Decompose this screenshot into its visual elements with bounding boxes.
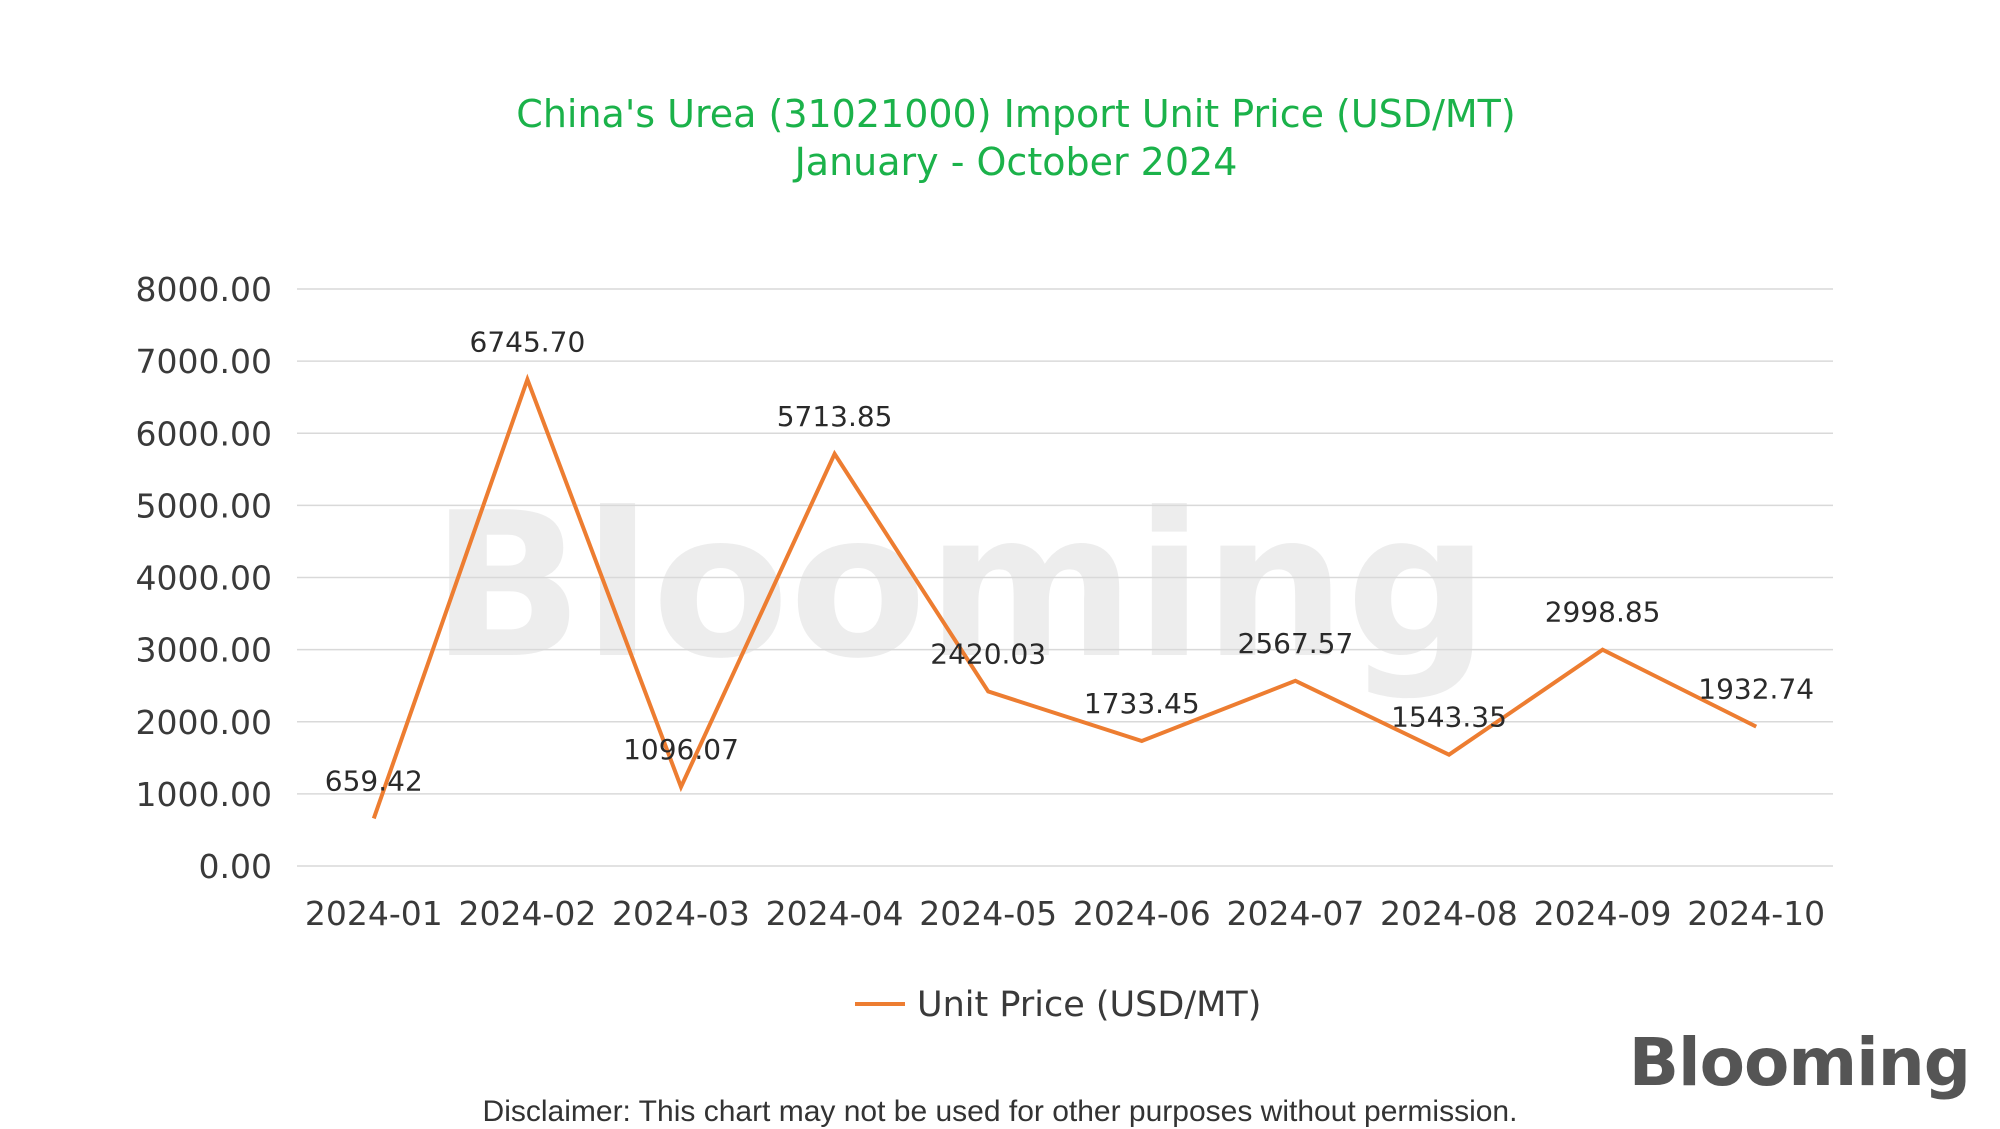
y-tick-label: 5000.00 — [136, 486, 272, 525]
series-line — [371, 373, 1758, 820]
x-tick-label: 2024-09 — [1534, 894, 1672, 933]
x-tick-label: 2024-01 — [305, 894, 443, 933]
x-axis-ticks: 2024-01 2024-02 2024-03 2024-04 2024-05 2024-… — [305, 894, 1825, 933]
data-label: 6745.70 — [470, 325, 586, 358]
chart-title-line2: January - October 2024 — [793, 140, 1238, 184]
data-label: 1096.07 — [623, 733, 739, 766]
x-tick-label: 2024-03 — [612, 894, 750, 933]
x-tick-label: 2024-10 — [1687, 894, 1825, 933]
data-label: 2567.57 — [1238, 627, 1354, 660]
x-tick-label: 2024-02 — [458, 894, 596, 933]
data-label: 659.42 — [325, 764, 423, 797]
data-label: 2998.85 — [1545, 596, 1661, 629]
legend: Unit Price (USD/MT) — [855, 985, 1261, 1025]
data-label: 1733.45 — [1084, 687, 1200, 720]
y-tick-label: 4000.00 — [136, 559, 272, 598]
x-tick-label: 2024-07 — [1226, 894, 1364, 933]
x-tick-label: 2024-08 — [1380, 894, 1518, 933]
y-tick-label: 7000.00 — [136, 342, 272, 381]
data-label: 5713.85 — [777, 400, 893, 433]
x-tick-label: 2024-06 — [1073, 894, 1211, 933]
x-tick-label: 2024-04 — [766, 894, 904, 933]
brand-logo: Blooming — [1628, 1024, 1971, 1101]
y-tick-label: 2000.00 — [136, 703, 272, 742]
legend-label: Unit Price (USD/MT) — [917, 985, 1261, 1025]
x-tick-label: 2024-05 — [919, 894, 1057, 933]
data-label: 1932.74 — [1698, 673, 1814, 706]
y-tick-label: 0.00 — [199, 847, 272, 886]
y-axis-ticks: 0.00 1000.00 2000.00 3000.00 4000.00 5000.00 6… — [136, 270, 272, 886]
chart-title-line1: China's Urea (31021000) Import Unit Pric… — [516, 92, 1515, 136]
gridlines — [297, 288, 1833, 867]
y-tick-label: 1000.00 — [136, 775, 272, 814]
data-labels: 659.42 6745.70 1096.07 5713.85 2420.03 1733.4… — [325, 325, 1814, 797]
data-label: 2420.03 — [930, 637, 1046, 670]
y-tick-label: 8000.00 — [136, 270, 272, 309]
y-tick-label: 6000.00 — [136, 414, 272, 453]
disclaimer-text: Disclaimer: This chart may not be used f… — [482, 1095, 1518, 1128]
data-label: 1543.35 — [1391, 701, 1507, 734]
y-tick-label: 3000.00 — [136, 631, 272, 670]
